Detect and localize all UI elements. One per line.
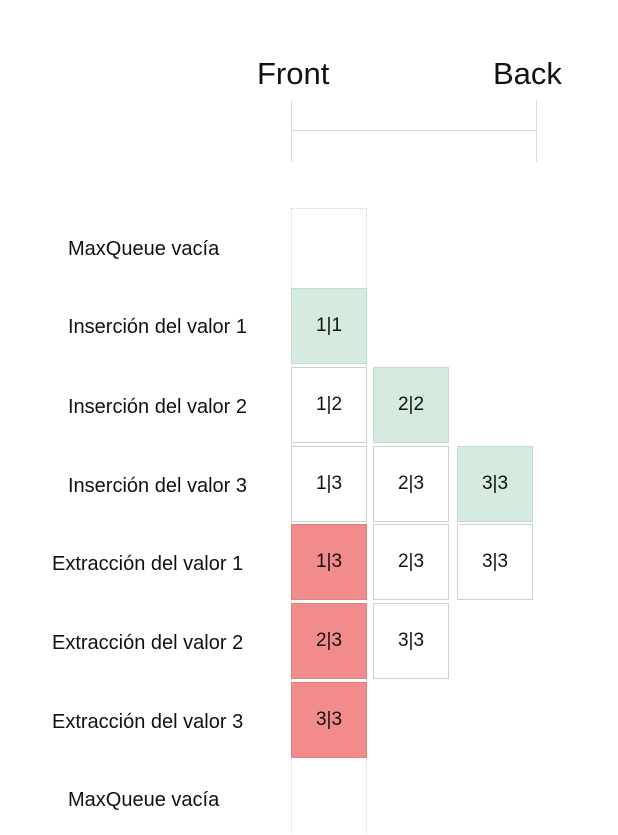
row-label: Extracción del valor 3	[52, 711, 244, 733]
row-label: Extracción del valor 2	[52, 632, 244, 654]
queue-cell: 3|3	[457, 446, 533, 522]
queue-cell: 1|3	[291, 446, 367, 522]
queue-cell: 1|2	[291, 367, 367, 443]
queue-cell: 2|3	[373, 446, 449, 522]
queue-cell: 2|3	[291, 603, 367, 679]
queue-cell: 3|3	[373, 603, 449, 679]
queue-cell: 3|3	[291, 682, 367, 758]
queue-cell: 1|3	[291, 524, 367, 600]
row-label: MaxQueue vacía	[68, 789, 220, 811]
bracket-left-line	[291, 100, 292, 162]
row-label: Inserción del valor 3	[68, 475, 247, 497]
queue-cell: 2|2	[373, 367, 449, 443]
row-label: MaxQueue vacía	[68, 238, 220, 260]
queue-cell: 3|3	[457, 524, 533, 600]
row-label: Inserción del valor 1	[68, 316, 247, 338]
queue-cell: 2|3	[373, 524, 449, 600]
row-label: Extracción del valor 1	[52, 553, 244, 575]
back-label: Back	[493, 56, 562, 91]
bracket-horizontal-line	[291, 130, 537, 131]
row-label: Inserción del valor 2	[68, 396, 247, 418]
front-label: Front	[257, 56, 330, 91]
queue-cell: 1|1	[291, 288, 367, 364]
bracket-right-line	[536, 100, 537, 162]
